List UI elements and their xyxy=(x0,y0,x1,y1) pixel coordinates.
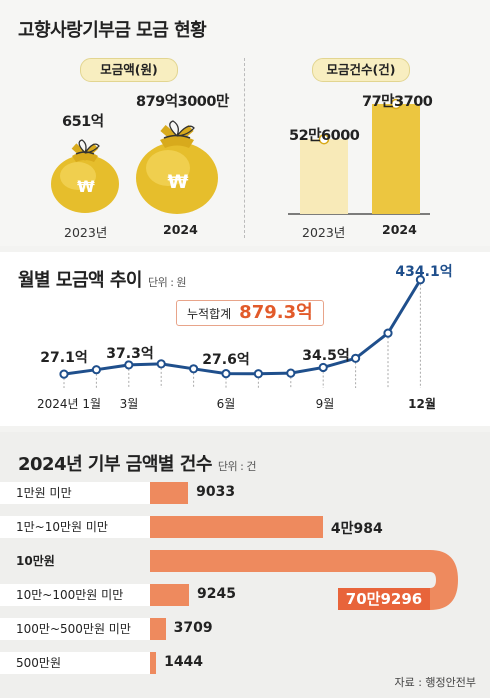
point-label: 34.5억 xyxy=(302,348,349,364)
amount-2023-value: 651억 xyxy=(62,114,104,130)
monthly-point xyxy=(156,359,166,369)
amount-bar xyxy=(150,516,323,538)
point-label: 27.1억 xyxy=(40,350,87,366)
count-year-2023: 2023년 xyxy=(302,225,346,240)
bar-value-label: 9245 xyxy=(197,586,236,602)
bar-category-label: 100만~500만원 미만 xyxy=(0,618,150,640)
highlight-band-bottom xyxy=(338,588,430,610)
total-label: 누적합계 xyxy=(187,307,232,321)
total-badge: 누적합계 879.3억 xyxy=(176,300,324,326)
svg-text:₩: ₩ xyxy=(168,171,189,193)
count-year-2024: 2024 xyxy=(382,222,417,237)
bar-value-label: 1444 xyxy=(164,654,204,670)
monthly-line-chart: 27.1억 37.3억 27.6억 34.5억 434.1억 2024년 1월 3월 6월 9… xyxy=(37,264,453,411)
point-label: 37.3억 xyxy=(106,346,153,362)
highlight-band-top xyxy=(150,550,458,610)
count-2023-value: 52만6000 xyxy=(289,128,360,144)
monthly-point xyxy=(124,360,134,370)
monthly-point xyxy=(286,368,296,378)
bar-category-label: 10만~100만원 미만 xyxy=(0,584,150,606)
section3-title: 2024년 기부 금액별 건수 단위 : 건 xyxy=(18,454,257,475)
money-bag-2024-icon: ₩ xyxy=(136,120,218,214)
bar-category-label: 10만원 xyxy=(16,554,55,568)
bar-value-label: 9033 xyxy=(196,484,236,500)
section2-unit: 단위 : 원 xyxy=(147,276,187,289)
point-label: 434.1억 xyxy=(395,264,452,280)
count-bar-2024 xyxy=(372,104,420,214)
monthly-point xyxy=(383,328,393,338)
monthly-point xyxy=(351,353,361,363)
amount-bar xyxy=(150,652,157,674)
highlight-band: 70만9296 xyxy=(150,550,458,610)
money-bags: ₩ ₩ xyxy=(51,120,218,214)
x-axis-label: 3월 xyxy=(120,397,139,411)
total-value: 879.3억 xyxy=(239,302,313,323)
amount-year-2023: 2023년 xyxy=(64,225,108,240)
monthly-trend-section: 월별 모금액 추이 단위 : 원 누적합계 879.3억 27.1억 37.3억 27.… xyxy=(0,252,490,426)
x-axis-label: 12월 xyxy=(408,396,436,411)
x-axis-labels: 2024년 1월 3월 6월 9월 12월 xyxy=(37,396,436,411)
point-labels: 27.1억 37.3억 27.6억 34.5억 434.1억 xyxy=(40,264,452,368)
count-pill: 모금건수(건) xyxy=(312,58,410,82)
monthly-point xyxy=(415,275,425,285)
fundraising-status-section: 고향사랑기부금 모금 현황 모금액(원) 모금건수(건) ₩ xyxy=(0,0,490,246)
svg-text:₩: ₩ xyxy=(77,177,95,196)
section2-title: 월별 모금액 추이 단위 : 원 xyxy=(18,270,187,291)
highlight-value-label: 70만9296 xyxy=(346,590,422,608)
bar-value-label: 4만984 xyxy=(330,521,383,537)
amount-year-2024: 2024 xyxy=(163,222,198,237)
bar-category-label: 1만~10만원 미만 xyxy=(0,516,150,538)
monthly-point xyxy=(318,362,328,373)
bar-category-label: 500만원 xyxy=(0,652,150,674)
point-label: 27.6억 xyxy=(202,352,249,368)
x-axis-label: 6월 xyxy=(217,397,236,411)
monthly-point xyxy=(91,365,102,375)
donation-size-section: 2024년 기부 금액별 건수 단위 : 건 1만원 미만 9033 1만~10만원 … xyxy=(0,432,490,698)
monthly-points xyxy=(59,275,425,379)
count-bars xyxy=(288,98,430,215)
count-2024-value: 77만3700 xyxy=(362,94,433,110)
amount-bar xyxy=(150,584,189,606)
x-axis-label: 2024년 1월 xyxy=(37,397,101,411)
bar-category-label: 1만원 미만 xyxy=(0,482,150,504)
count-marker-2023 xyxy=(318,133,330,145)
count-bar-2023 xyxy=(300,139,348,214)
section3-unit: 단위 : 건 xyxy=(217,460,257,473)
amount-bar xyxy=(150,618,166,640)
bar-value-label: 3709 xyxy=(173,620,213,636)
x-axis-label: 9월 xyxy=(316,397,335,411)
monthly-point xyxy=(59,369,69,379)
monthly-point xyxy=(189,364,199,374)
section1-title: 고향사랑기부금 모금 현황 xyxy=(18,20,207,41)
monthly-point xyxy=(253,369,263,379)
month-guides xyxy=(63,279,421,388)
source-note: 자료 : 행정안전부 xyxy=(394,676,476,689)
amount-pill: 모금액(원) xyxy=(80,58,178,82)
money-bag-2023-icon: ₩ xyxy=(51,139,119,213)
monthly-series-line xyxy=(63,278,422,376)
amount-2024-value: 879억3000만 xyxy=(136,94,229,110)
count-marker-2024 xyxy=(390,98,402,110)
amount-bar xyxy=(150,482,189,504)
monthly-point xyxy=(221,369,231,379)
section-divider xyxy=(244,58,245,238)
